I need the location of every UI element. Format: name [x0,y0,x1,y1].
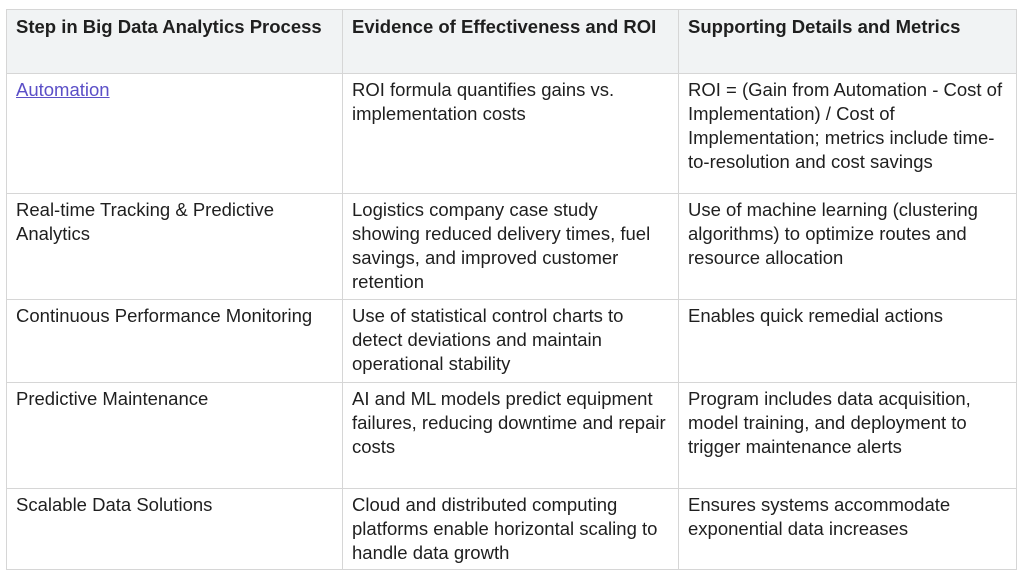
table-row: Automation ROI formula quantifies gains … [6,73,1017,194]
cell-evidence: Cloud and distributed computing platform… [342,488,679,570]
table-row: Predictive Maintenance AI and ML models … [6,382,1017,489]
cell-details: Use of machine learning (clustering algo… [678,193,1017,300]
column-header-details: Supporting Details and Metrics [678,9,1017,74]
column-header-step: Step in Big Data Analytics Process [6,9,343,74]
cell-evidence: Logistics company case study showing red… [342,193,679,300]
cell-evidence: Use of statistical control charts to det… [342,299,679,383]
cell-details: Enables quick remedial actions [678,299,1017,383]
cell-evidence: ROI formula quantifies gains vs. impleme… [342,73,679,194]
cell-details: ROI = (Gain from Automation - Cost of Im… [678,73,1017,194]
cell-step: Automation [6,73,343,194]
table-row: Real-time Tracking & Predictive Analytic… [6,193,1017,300]
table-container: Step in Big Data Analytics Process Evide… [6,9,1017,570]
cell-step: Real-time Tracking & Predictive Analytic… [6,193,343,300]
table-header: Step in Big Data Analytics Process Evide… [6,9,1017,74]
table-row: Continuous Performance Monitoring Use of… [6,299,1017,383]
cell-details: Ensures systems accommodate exponential … [678,488,1017,570]
cell-step: Predictive Maintenance [6,382,343,489]
column-header-evidence: Evidence of Effectiveness and ROI [342,9,679,74]
cell-details: Program includes data acquisition, model… [678,382,1017,489]
data-table: Step in Big Data Analytics Process Evide… [6,9,1017,570]
cell-evidence: AI and ML models predict equipment failu… [342,382,679,489]
header-row: Step in Big Data Analytics Process Evide… [6,9,1017,74]
table-body: Automation ROI formula quantifies gains … [6,73,1017,570]
automation-link[interactable]: Automation [16,79,110,100]
cell-step: Scalable Data Solutions [6,488,343,570]
table-row: Scalable Data Solutions Cloud and distri… [6,488,1017,570]
cell-step: Continuous Performance Monitoring [6,299,343,383]
